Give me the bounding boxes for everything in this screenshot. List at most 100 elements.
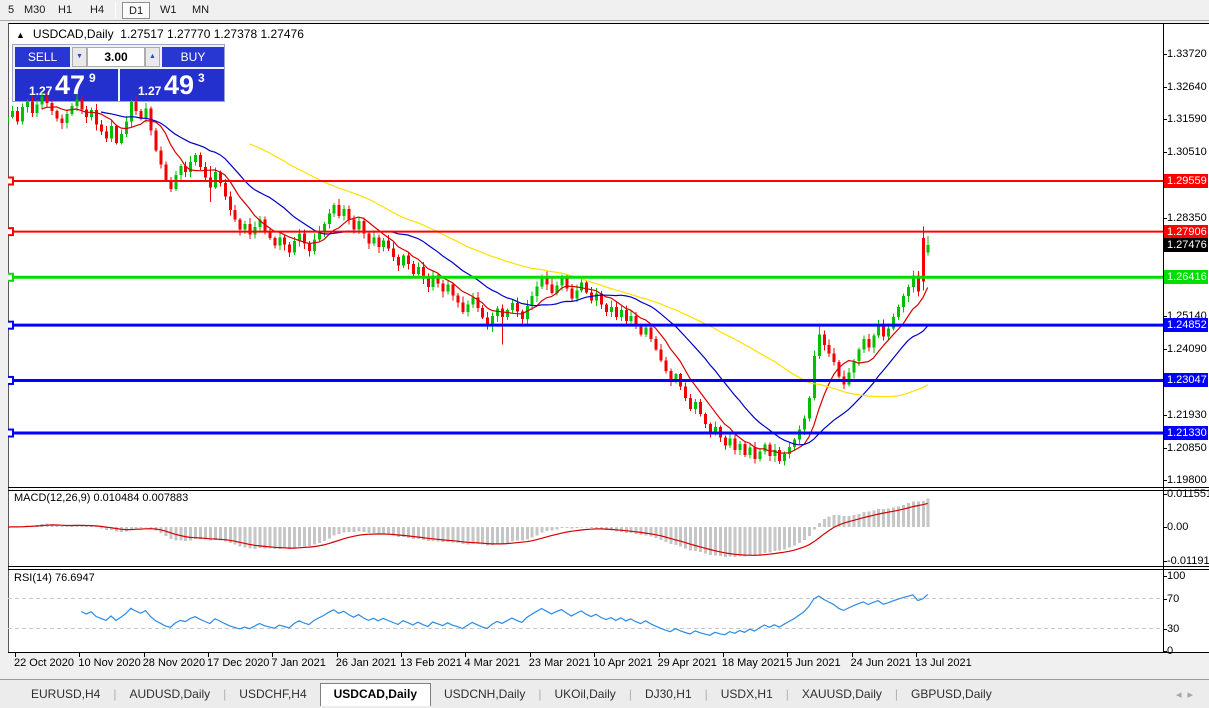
price-axis-label: 1.21930 xyxy=(1167,408,1207,421)
price-axis-tick xyxy=(1163,561,1167,563)
macd-axis-label: 0.00 xyxy=(1167,521,1189,533)
chart-tab-usdcad-daily[interactable]: USDCAD,Daily xyxy=(319,683,431,706)
chart-tab-ukoil-daily[interactable]: UKOil,Daily xyxy=(554,687,616,701)
moving-average-8 xyxy=(41,106,929,454)
chart-tab-usdx-h1[interactable]: USDX,H1 xyxy=(720,687,773,701)
rsi-label: RSI(14) 76.6947 xyxy=(14,572,95,584)
pane-separator xyxy=(8,652,1209,653)
tab-separator: | xyxy=(894,687,899,701)
horizontal-line-1.27906[interactable] xyxy=(8,227,1163,237)
buy-price-point: 3 xyxy=(198,71,205,85)
price-axis-tick xyxy=(1163,479,1167,481)
chart-tab-eurusd-h4[interactable]: EURUSD,H4 xyxy=(31,687,101,701)
price-axis-label: 1.33720 xyxy=(1167,47,1207,60)
time-axis-tick xyxy=(594,653,596,657)
time-axis-label: 22 Oct 2020 xyxy=(14,657,74,669)
price-axis-tick xyxy=(1163,651,1167,652)
chart-tab-bar: EURUSD,H4 | AUDUSD,Daily | USDCHF,H4 USDCAD,D… xyxy=(0,679,1209,708)
buy-price-pips: 49 xyxy=(164,70,195,100)
price-axis-tick xyxy=(1163,53,1167,55)
price-level-badge: 1.23047 xyxy=(1164,373,1208,388)
price-axis-tick xyxy=(1163,414,1167,416)
time-axis-label: 5 Jun 2021 xyxy=(786,657,841,669)
volume-decrease-button[interactable]: ▼ xyxy=(72,47,87,67)
horizontal-line-1.23047[interactable] xyxy=(8,375,1163,385)
price-level-badge: 1.24852 xyxy=(1164,318,1208,333)
time-axis-label: 17 Dec 2020 xyxy=(207,657,270,669)
time-axis-label: 18 May 2021 xyxy=(721,657,786,669)
time-axis-tick xyxy=(208,653,210,657)
chart-title: ▲ USDCAD,Daily 1.27517 1.27770 1.27378 1.… xyxy=(16,27,304,41)
buy-button[interactable]: BUY xyxy=(162,47,224,67)
time-axis-tick xyxy=(79,653,81,657)
tab-scroll-right-icon[interactable]: ▸ xyxy=(1187,689,1199,701)
price-axis-tick xyxy=(1163,598,1167,600)
pane-separator xyxy=(8,569,1209,570)
price-axis-tick xyxy=(1163,447,1167,449)
ohlc-low: 1.27378 xyxy=(213,27,258,41)
time-axis-tick xyxy=(272,653,274,657)
macd-histogram xyxy=(8,498,930,557)
time-axis-label: 10 Apr 2021 xyxy=(593,657,653,669)
time-axis-tick xyxy=(722,653,724,657)
horizontal-line-1.24852[interactable] xyxy=(8,320,1163,330)
price-axis-tick xyxy=(1163,151,1167,153)
timeframe-button-h1[interactable]: H1 xyxy=(58,4,73,16)
sell-price-base: 1.27 xyxy=(29,84,53,98)
moving-average-50 xyxy=(249,143,929,398)
time-axis-label: 10 Nov 2020 xyxy=(78,657,141,669)
tab-separator: | xyxy=(628,687,632,701)
timeframe-button-5[interactable]: 5 xyxy=(8,4,15,16)
chart-tab-dj30-h1[interactable]: DJ30,H1 xyxy=(644,687,692,701)
price-axis-label: 1.28350 xyxy=(1167,212,1207,225)
price-level-badge: 1.21330 xyxy=(1164,426,1208,441)
horizontal-line-1.26416[interactable] xyxy=(8,272,1163,282)
rsi-pane[interactable] xyxy=(8,569,1163,652)
ohlc-high: 1.27770 xyxy=(167,27,211,41)
price-axis-tick xyxy=(1163,86,1167,88)
price-level-badge: 1.26416 xyxy=(1164,270,1208,285)
sell-button[interactable]: SELL xyxy=(15,47,70,67)
time-axis-tick xyxy=(851,653,853,657)
macd-pane[interactable] xyxy=(8,490,1163,567)
tab-separator: | xyxy=(113,687,117,701)
chart-tab-audusd-daily[interactable]: AUDUSD,Daily xyxy=(129,687,211,701)
timeframe-button-d1[interactable]: D1 xyxy=(122,2,151,19)
macd-axis-label: 0.011551 xyxy=(1167,488,1209,500)
tab-separator: | xyxy=(704,687,708,701)
tab-scroll-left-icon[interactable]: ◂ xyxy=(1175,689,1188,701)
sell-price-pips: 47 xyxy=(55,70,86,100)
main-price-pane[interactable] xyxy=(8,23,1163,488)
timeframe-button-mn[interactable]: MN xyxy=(192,4,210,16)
timeframe-button-h4[interactable]: H4 xyxy=(90,4,105,16)
volume-increase-button[interactable]: ▲ xyxy=(145,47,160,67)
horizontal-line-1.29559[interactable] xyxy=(8,176,1163,186)
price-axis-tick xyxy=(1163,316,1167,318)
chart-tab-usdchf-h4[interactable]: USDCHF,H4 xyxy=(239,687,307,701)
rsi-line xyxy=(80,593,929,636)
buy-price-button[interactable]: 1.27 49 3 xyxy=(120,69,224,101)
price-axis-label: 1.19800 xyxy=(1167,473,1207,486)
toolbar-separator xyxy=(115,2,116,18)
time-axis-label: 29 Apr 2021 xyxy=(657,657,717,669)
sell-price-button[interactable]: 1.27 47 9 xyxy=(15,69,118,101)
chart-tab-gbpusd-daily[interactable]: GBPUSD,Daily xyxy=(911,687,992,701)
ohlc-close: 1.27476 xyxy=(260,27,304,41)
time-axis-label: 7 Jan 2021 xyxy=(271,657,326,669)
pane-separator xyxy=(8,490,1209,491)
time-axis-tick xyxy=(336,653,338,657)
price-axis-label: 1.24090 xyxy=(1167,342,1207,355)
timeframe-button-m30[interactable]: M30 xyxy=(24,4,46,16)
horizontal-line-1.21330[interactable] xyxy=(8,428,1163,438)
timeframe-button-w1[interactable]: W1 xyxy=(160,4,177,16)
chart-tab-xauusd-daily[interactable]: XAUUSD,Daily xyxy=(801,687,882,701)
macd-label: MACD(12,26,9) 0.010484 0.007883 xyxy=(14,492,189,504)
collapse-panel-icon[interactable]: ▲ xyxy=(16,30,25,40)
tab-separator: | xyxy=(785,687,789,701)
time-axis-tick xyxy=(401,653,403,657)
price-axis-tick xyxy=(1163,118,1167,120)
pane-separator xyxy=(8,487,1209,488)
volume-input[interactable]: 3.00 xyxy=(87,47,145,67)
chart-tab-usdcnh-daily[interactable]: USDCNH,Daily xyxy=(444,687,526,701)
chart-surface[interactable] xyxy=(8,23,1209,653)
